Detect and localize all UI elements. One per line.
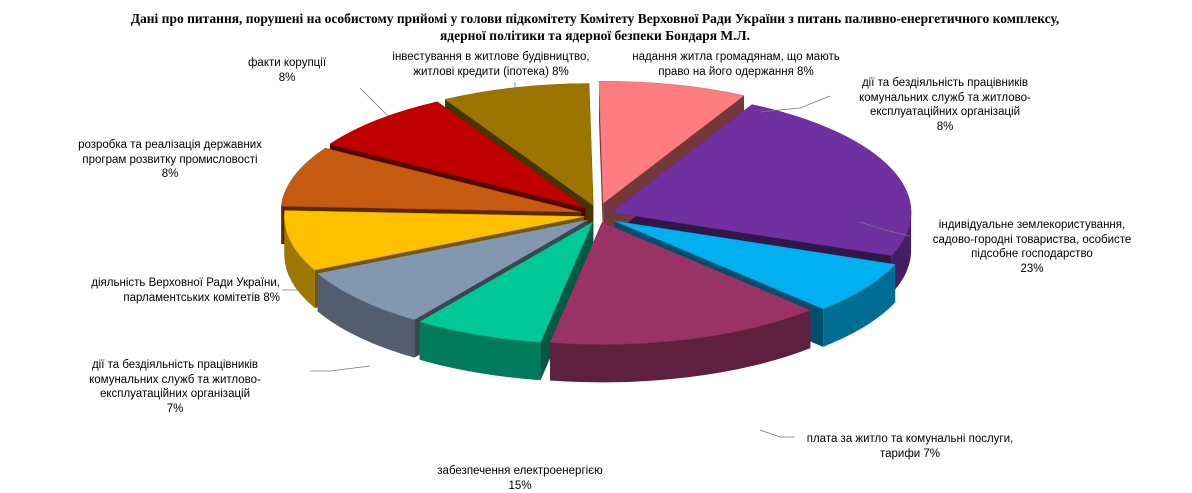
data-label-percent: 8%: [278, 71, 296, 84]
data-label: факти корупції 8%: [212, 56, 362, 85]
pie-slice: [598, 81, 745, 204]
data-label-text: діяльність Верховної Ради України, парла…: [91, 277, 280, 304]
leader-line: [859, 221, 911, 237]
data-label: забезпечення електроенергією 15%: [395, 464, 645, 493]
data-label-text: забезпечення електроенергією: [437, 465, 603, 477]
slice-side-wall: [317, 273, 415, 358]
data-label-percent: 8%: [936, 120, 954, 133]
data-label: дії та бездіяльність працівників комунал…: [40, 358, 310, 416]
slice-side-wall: [549, 310, 811, 383]
data-label: розробка та реалізація державних програм…: [40, 138, 300, 182]
chart-title: Дані про питання, порушені на особистому…: [130, 11, 1060, 43]
data-label: діяльність Верховної Ради України, парла…: [20, 276, 280, 305]
data-label-text: дії та бездіяльність працівників комунал…: [89, 359, 261, 400]
slice-side-wall: [284, 216, 315, 309]
data-label: плата за житло та комунальні послуги, та…: [790, 432, 1030, 461]
pie-slice: [549, 222, 812, 345]
leader-line: [759, 429, 795, 438]
pie-slice: [317, 219, 588, 320]
data-label-text: плата за житло та комунальні послуги, та…: [806, 433, 1014, 460]
data-label: дії та бездіяльність працівників комунал…: [825, 76, 1065, 134]
data-label: індивідуальне землекористування, садово-…: [912, 218, 1152, 276]
data-label-percent: 23%: [1020, 262, 1044, 275]
data-label-percent: 15%: [508, 479, 532, 492]
slice-cut-face: [598, 81, 604, 242]
slice-side-wall: [891, 212, 912, 294]
slice-side-wall: [823, 264, 896, 347]
pie-slice: [614, 220, 896, 310]
leader-line: [359, 87, 389, 117]
leader-line: [310, 365, 371, 372]
data-label-percent: 8%: [161, 168, 179, 180]
data-label-text: факти корупції: [247, 57, 327, 69]
pie-slice: [329, 101, 586, 209]
pie-slice: [284, 210, 585, 271]
data-label-text: дії та бездіяльність працівників комунал…: [859, 77, 1031, 118]
data-label: інвестування в житлове будівництво, житл…: [362, 50, 620, 79]
pie-slice: [280, 147, 581, 213]
data-label-percent: 7%: [166, 402, 184, 415]
data-label-text: інвестування в житлове будівництво, житл…: [392, 51, 590, 78]
pie-slice: [419, 221, 594, 343]
data-label-text: індивідуальне землекористування, садово-…: [932, 219, 1132, 260]
slice-tops: [280, 81, 912, 345]
data-label-text: розробка та реалізація державних програм…: [78, 139, 262, 166]
leader-line: [759, 95, 831, 113]
data-label: надання житла громадянам, що мають право…: [610, 50, 862, 79]
data-label-text: надання житла громадянам, що мають право…: [632, 51, 840, 78]
slice-side-wall: [419, 321, 541, 381]
